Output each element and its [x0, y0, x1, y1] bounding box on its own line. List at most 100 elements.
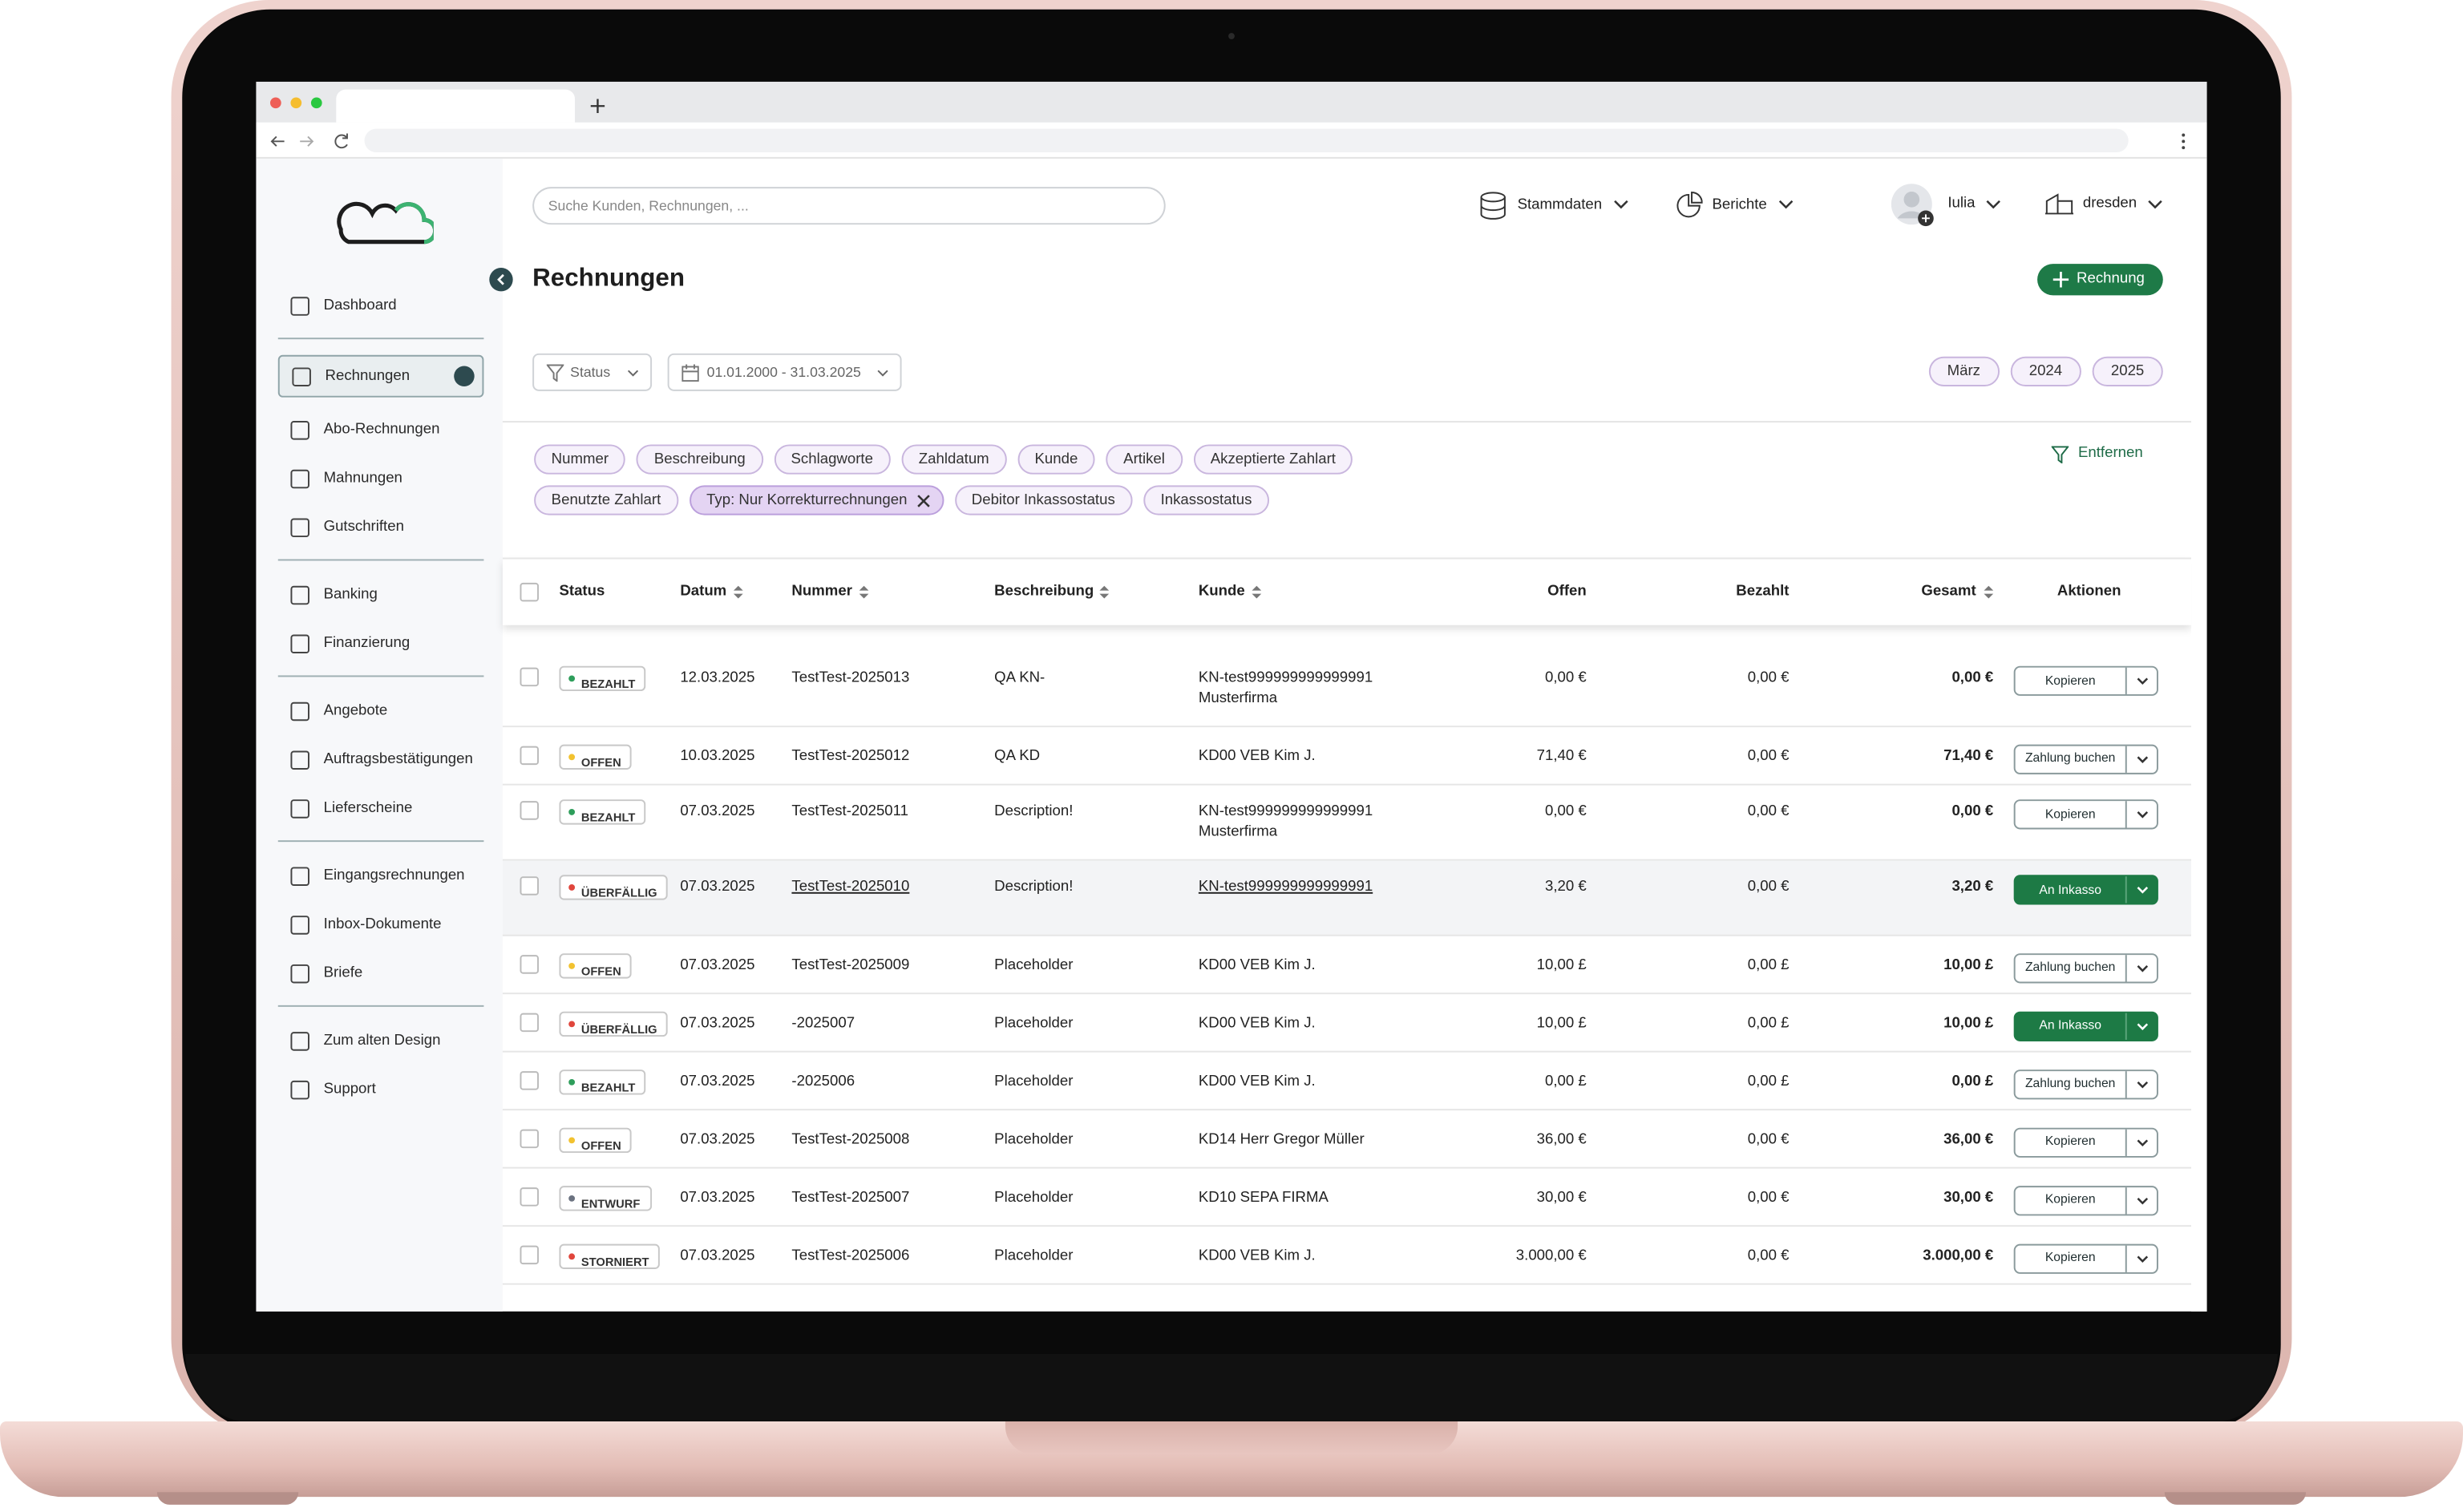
- nav-item[interactable]: Lieferscheine: [278, 786, 484, 835]
- menu-stammdaten[interactable]: Stammdaten: [1517, 196, 1603, 214]
- total-amount: 0,00 €: [1951, 802, 1994, 820]
- action-label: Zahlung buchen: [2024, 750, 2116, 766]
- action-dropdown[interactable]: [2136, 677, 2149, 685]
- nav-item[interactable]: Dashboard: [278, 283, 484, 332]
- nav-item[interactable]: Finanzierung: [278, 621, 484, 669]
- company-name[interactable]: dresden: [2082, 194, 2137, 212]
- description: Placeholder: [994, 1188, 1074, 1206]
- row-checkbox[interactable]: [520, 801, 540, 820]
- filter-chip[interactable]: Schlagworte: [773, 444, 891, 475]
- active-filter-chip[interactable]: Typ: Nur Korrekturrechnungen: [689, 485, 944, 515]
- nav-item[interactable]: Angebote: [278, 688, 484, 737]
- period-chip[interactable]: 2025: [2092, 356, 2163, 386]
- period-chip[interactable]: März: [1928, 356, 2000, 386]
- avatar[interactable]: [1890, 182, 1937, 229]
- collapse-button[interactable]: [488, 267, 513, 292]
- invoice-number[interactable]: TestTest-2025010: [791, 878, 910, 895]
- action-dropdown[interactable]: [2136, 754, 2149, 763]
- action-dropdown[interactable]: [2136, 964, 2149, 972]
- browser-menu[interactable]: [2180, 132, 2186, 152]
- action-button[interactable]: An Inkasso: [2013, 875, 2158, 905]
- action-button[interactable]: Kopieren: [2013, 799, 2158, 830]
- column-header[interactable]: Datum: [680, 582, 727, 600]
- nav-item[interactable]: Inbox-Dokumente: [278, 902, 484, 951]
- action-label: An Inkasso: [2039, 1017, 2101, 1033]
- row-checkbox[interactable]: [520, 954, 540, 973]
- search-box[interactable]: [532, 187, 1166, 225]
- action-dropdown[interactable]: [2136, 886, 2149, 894]
- column-header[interactable]: Kunde: [1198, 582, 1245, 600]
- nav-item[interactable]: Zum alten Design: [278, 1018, 484, 1067]
- action-button[interactable]: Kopieren: [2013, 1185, 2158, 1215]
- user-name[interactable]: Iulia: [1947, 194, 1976, 212]
- filter-chip[interactable]: Benutzte Zahlart: [534, 485, 678, 515]
- column-header[interactable]: Nummer: [791, 582, 852, 600]
- nav-item[interactable]: Banking: [278, 572, 484, 621]
- date-filter[interactable]: 01.01.2000 - 31.03.2025: [667, 353, 902, 391]
- action-split: [2125, 745, 2127, 772]
- customer[interactable]: KN-test999999999999991: [1198, 878, 1373, 895]
- nav-item[interactable]: Auftragsbestätigungen: [278, 737, 484, 786]
- row-checkbox[interactable]: [520, 667, 540, 687]
- action-dropdown[interactable]: [2136, 811, 2149, 819]
- nav-item[interactable]: Eingangsrechnungen: [278, 853, 484, 902]
- action-dropdown[interactable]: [2136, 1080, 2149, 1088]
- nav-item[interactable]: Gutschriften: [278, 504, 484, 553]
- tab[interactable]: [336, 89, 576, 123]
- description: QA KN-: [994, 669, 1045, 687]
- action-dropdown[interactable]: [2136, 1021, 2149, 1030]
- action-split: [2125, 667, 2127, 694]
- menu-berichte[interactable]: Berichte: [1712, 196, 1767, 214]
- invoice-number: -2025007: [791, 1013, 855, 1032]
- nav-item[interactable]: Support: [278, 1066, 484, 1115]
- action-dropdown[interactable]: [2136, 1254, 2149, 1263]
- action-dropdown[interactable]: [2136, 1138, 2149, 1146]
- chip-remove[interactable]: [916, 495, 929, 507]
- column-header[interactable]: Beschreibung: [994, 582, 1094, 600]
- new-tab[interactable]: [590, 99, 605, 114]
- filter-chip[interactable]: Kunde: [1017, 444, 1095, 475]
- header-checkbox[interactable]: [520, 582, 540, 602]
- status-filter[interactable]: Status: [532, 353, 653, 391]
- row-checkbox[interactable]: [520, 1012, 540, 1032]
- filter-chip[interactable]: Debitor Inkassostatus: [954, 485, 1133, 515]
- filter-chip[interactable]: Inkassostatus: [1143, 485, 1269, 515]
- nav-item[interactable]: Briefe: [278, 950, 484, 999]
- action-button[interactable]: Zahlung buchen: [2013, 1069, 2158, 1099]
- filter-chip[interactable]: Beschreibung: [637, 444, 763, 475]
- date: 07.03.2025: [680, 1013, 755, 1032]
- row-separator: [502, 859, 2192, 861]
- remove-filters[interactable]: Entfernen: [2078, 444, 2143, 463]
- status-label: ÜBERFÄLLIG: [580, 1021, 657, 1037]
- action-button[interactable]: Zahlung buchen: [2013, 743, 2158, 774]
- row-checkbox[interactable]: [520, 1187, 540, 1206]
- row-checkbox[interactable]: [520, 876, 540, 895]
- nav-item[interactable]: Rechnungen: [277, 354, 484, 398]
- filter-chip[interactable]: Zahldatum: [901, 444, 1007, 475]
- action-button[interactable]: Kopieren: [2013, 1126, 2158, 1157]
- row-checkbox[interactable]: [520, 1128, 540, 1148]
- action-button[interactable]: Kopieren: [2013, 1243, 2158, 1273]
- nav-add[interactable]: [454, 366, 475, 386]
- new-invoice-button[interactable]: Rechnung: [2037, 264, 2163, 296]
- filter-chip[interactable]: Akzeptierte Zahlart: [1193, 444, 1353, 475]
- nav-icons[interactable]: [270, 132, 352, 152]
- column-header[interactable]: Gesamt: [1921, 582, 1976, 600]
- url-field[interactable]: [364, 128, 2129, 153]
- nav-icon: [290, 701, 309, 722]
- nav-item[interactable]: Abo-Rechnungen: [278, 406, 484, 455]
- row-checkbox[interactable]: [520, 745, 540, 765]
- customer: Musterfirma: [1198, 823, 1278, 841]
- row-checkbox[interactable]: [520, 1070, 540, 1090]
- nav-item[interactable]: Mahnungen: [278, 455, 484, 504]
- filter-chip[interactable]: Nummer: [534, 444, 626, 475]
- stammdaten-icon: [1480, 192, 1506, 220]
- filter-chip[interactable]: Artikel: [1106, 444, 1183, 475]
- invoice-number: TestTest-2025008: [791, 1130, 910, 1148]
- period-chip[interactable]: 2024: [2010, 356, 2081, 386]
- row-checkbox[interactable]: [520, 1244, 540, 1264]
- action-button[interactable]: Zahlung buchen: [2013, 952, 2158, 983]
- action-button[interactable]: An Inkasso: [2013, 1010, 2158, 1041]
- action-button[interactable]: Kopieren: [2013, 665, 2158, 696]
- action-dropdown[interactable]: [2136, 1196, 2149, 1204]
